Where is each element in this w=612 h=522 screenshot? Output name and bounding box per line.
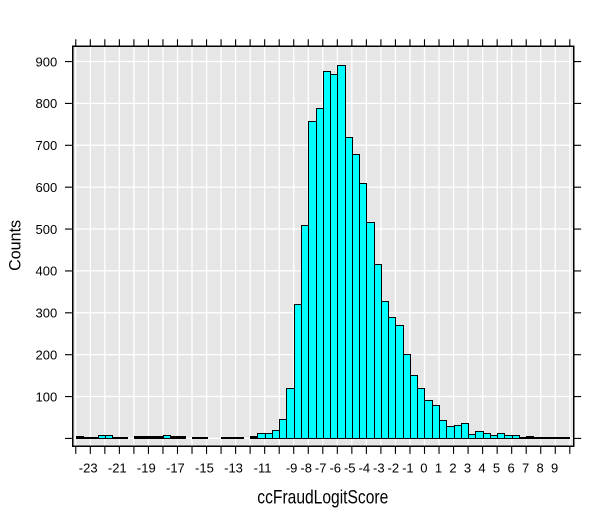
svg-text:-15: -15: [195, 461, 214, 476]
svg-text:900: 900: [35, 54, 57, 69]
svg-text:-2: -2: [388, 461, 400, 476]
svg-text:700: 700: [35, 138, 57, 153]
svg-text:-6: -6: [329, 461, 341, 476]
svg-text:8: 8: [537, 461, 544, 476]
svg-text:-23: -23: [79, 461, 98, 476]
svg-text:800: 800: [35, 96, 57, 111]
svg-text:-7: -7: [315, 461, 327, 476]
svg-text:-17: -17: [166, 461, 185, 476]
svg-text:200: 200: [35, 347, 57, 362]
svg-text:500: 500: [35, 222, 57, 237]
svg-text:2: 2: [449, 461, 456, 476]
svg-text:0: 0: [420, 461, 427, 476]
svg-text:-5: -5: [344, 461, 356, 476]
svg-text:100: 100: [35, 389, 57, 404]
svg-text:5: 5: [493, 461, 500, 476]
svg-text:Counts: Counts: [6, 220, 24, 271]
svg-text:-4: -4: [358, 461, 370, 476]
svg-text:1: 1: [435, 461, 442, 476]
svg-text:4: 4: [478, 461, 485, 476]
svg-text:-9: -9: [286, 461, 298, 476]
svg-text:600: 600: [35, 180, 57, 195]
svg-text:-1: -1: [402, 461, 414, 476]
svg-text:ccFraudLogitScore: ccFraudLogitScore: [257, 486, 388, 508]
svg-text:300: 300: [35, 306, 57, 321]
svg-text:-21: -21: [108, 461, 127, 476]
svg-text:-8: -8: [300, 461, 312, 476]
svg-text:-13: -13: [224, 461, 243, 476]
svg-text:7: 7: [522, 461, 529, 476]
svg-text:6: 6: [507, 461, 514, 476]
svg-text:-11: -11: [254, 461, 272, 476]
svg-text:9: 9: [551, 461, 558, 476]
svg-text:-19: -19: [137, 461, 156, 476]
svg-text:-3: -3: [373, 461, 385, 476]
svg-text:400: 400: [35, 264, 57, 279]
svg-text:3: 3: [464, 461, 471, 476]
